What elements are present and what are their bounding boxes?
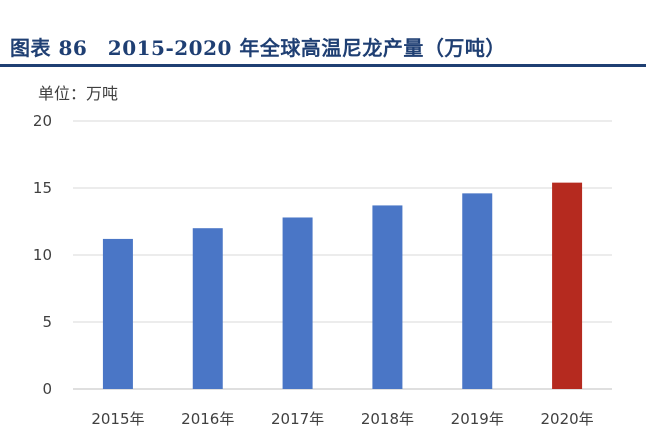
bar bbox=[372, 205, 403, 389]
page-title: 图表 86 2015-2020 年全球高温尼龙产量（万吨） bbox=[10, 36, 506, 60]
bars bbox=[102, 182, 583, 389]
bar bbox=[462, 193, 493, 389]
y-tick-label: 20 bbox=[33, 112, 52, 130]
y-tick-label: 0 bbox=[42, 380, 52, 398]
bar bbox=[552, 182, 583, 389]
x-tick-label: 2016年 bbox=[181, 410, 234, 428]
y-axis-tick-labels: 0 5 10 15 20 bbox=[33, 112, 52, 398]
gridlines bbox=[73, 120, 612, 390]
x-axis-tick-labels: 2015年 2016年 2017年 2018年 2019年 2020年 bbox=[91, 410, 593, 428]
bar bbox=[192, 228, 223, 389]
x-tick-label: 2015年 bbox=[91, 410, 144, 428]
bar bbox=[282, 217, 313, 389]
bar bbox=[102, 238, 133, 389]
y-tick-label: 10 bbox=[33, 246, 52, 264]
unit-label: 单位：万吨 bbox=[38, 84, 119, 103]
x-tick-label: 2018年 bbox=[361, 410, 414, 428]
x-tick-label: 2020年 bbox=[540, 410, 593, 428]
x-tick-label: 2017年 bbox=[271, 410, 324, 428]
title-divider bbox=[0, 64, 646, 67]
y-tick-label: 15 bbox=[33, 179, 52, 197]
x-tick-label: 2019年 bbox=[451, 410, 504, 428]
y-tick-label: 5 bbox=[42, 313, 52, 331]
